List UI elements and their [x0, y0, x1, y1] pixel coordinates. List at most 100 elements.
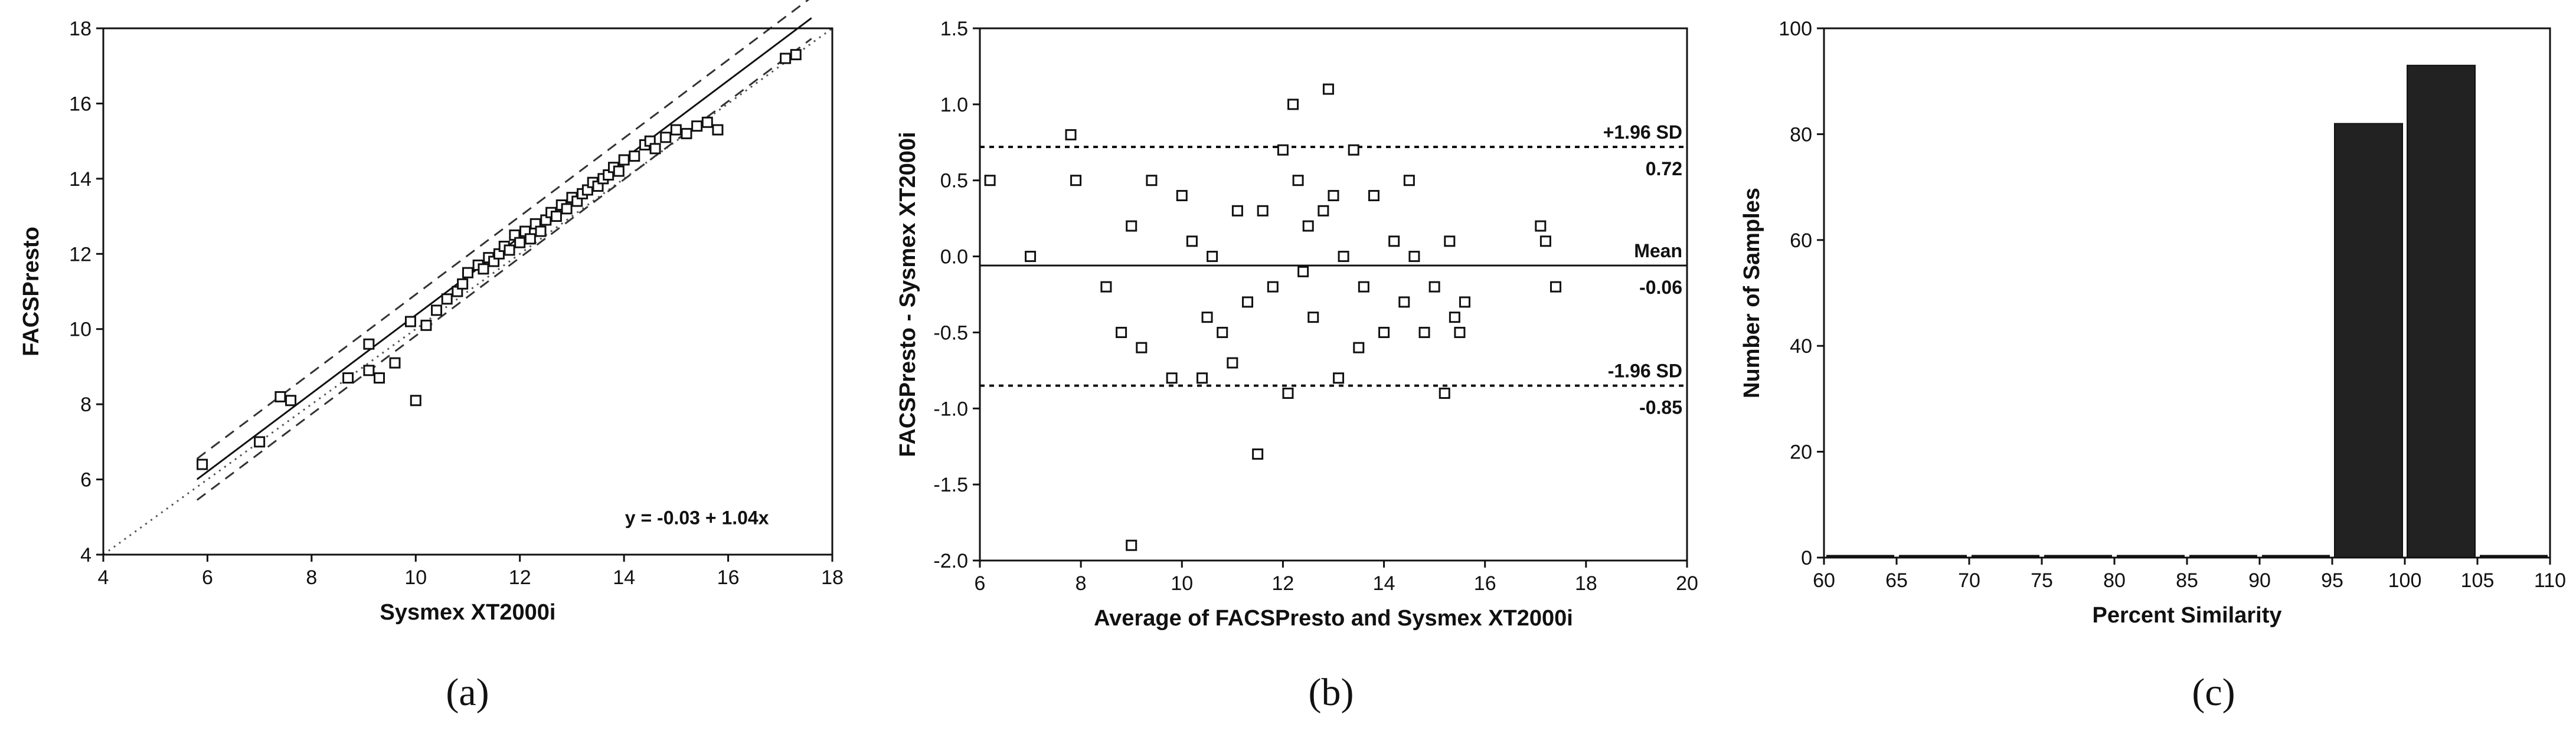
- histogram-bar: [2407, 64, 2476, 559]
- data-point: [1338, 251, 1349, 263]
- x-axis-label: Sysmex XT2000i: [380, 600, 556, 625]
- x-tick-label: 20: [1676, 572, 1698, 595]
- data-point: [1388, 235, 1400, 247]
- data-point: [790, 49, 802, 61]
- y-tick-label: -1.0: [933, 398, 968, 420]
- data-point: [1302, 220, 1314, 232]
- lower-limit-label: -1.96 SD: [1608, 361, 1682, 382]
- data-point: [254, 436, 266, 448]
- data-point: [984, 175, 996, 186]
- data-point: [1333, 372, 1345, 384]
- plot-frame: [979, 27, 1688, 562]
- data-point: [420, 319, 432, 331]
- y-tick-label: -1.5: [933, 474, 968, 496]
- data-point: [1126, 539, 1137, 551]
- data-point: [457, 278, 469, 290]
- data-point: [1322, 83, 1334, 95]
- x-tick-label: 18: [821, 566, 844, 589]
- x-tick-label: 16: [1474, 572, 1496, 595]
- histogram-bar: [2334, 123, 2403, 558]
- y-tick-label: 100: [1779, 18, 1812, 40]
- data-point: [1217, 326, 1228, 338]
- data-point: [1197, 372, 1208, 384]
- data-point: [285, 395, 297, 407]
- data-point: [1176, 189, 1188, 201]
- plot-frame: [102, 27, 833, 556]
- x-tick-label: 8: [306, 566, 317, 589]
- data-point: [1287, 99, 1299, 110]
- data-point: [363, 338, 375, 350]
- data-point: [1439, 388, 1450, 399]
- data-point: [1282, 388, 1294, 399]
- x-tick-label: 110: [2534, 569, 2566, 592]
- panel-label: (c): [2192, 671, 2235, 714]
- data-point: [1444, 235, 1456, 247]
- confidence-band-line: [196, 38, 812, 501]
- y-tick-label: 0: [1801, 547, 1812, 569]
- y-tick-label: -0.5: [933, 322, 968, 344]
- x-tick-label: 14: [613, 566, 635, 589]
- x-tick-label: 90: [2248, 569, 2271, 592]
- y-axis-label: FACSPresto - Sysmex XT2000i: [895, 132, 920, 457]
- data-point: [701, 116, 713, 128]
- y-tick-label: 1.0: [940, 94, 968, 116]
- data-point: [1100, 281, 1112, 293]
- data-point: [374, 372, 385, 384]
- y-tick-label: 12: [69, 243, 91, 266]
- data-point: [524, 233, 536, 245]
- y-tick-label: 0.0: [940, 246, 968, 268]
- y-tick-label: 1.5: [940, 18, 968, 40]
- regression-equation: y = -0.03 + 1.04x: [625, 507, 769, 528]
- y-tick-label: -2.0: [933, 550, 968, 572]
- x-tick-label: 18: [1575, 572, 1597, 595]
- data-point: [363, 365, 375, 376]
- x-tick-label: 65: [1885, 569, 1908, 592]
- y-tick-label: 20: [1790, 441, 1812, 464]
- data-point: [1116, 326, 1127, 338]
- data-point: [404, 316, 416, 327]
- x-tick-label: 10: [404, 566, 427, 589]
- y-tick-label: 6: [80, 469, 91, 491]
- x-axis-label: Average of FACSPresto and Sysmex XT2000i: [1094, 606, 1573, 631]
- data-point: [1368, 189, 1379, 201]
- data-point: [681, 127, 692, 139]
- data-point: [1550, 281, 1562, 293]
- data-point: [1418, 326, 1430, 338]
- data-point: [1201, 312, 1213, 323]
- data-point: [1257, 205, 1269, 217]
- x-tick-label: 70: [1958, 569, 1980, 592]
- data-point: [1318, 205, 1329, 217]
- data-point: [1070, 175, 1082, 186]
- data-point: [660, 132, 672, 143]
- x-tick-label: 4: [98, 566, 109, 589]
- data-point: [441, 293, 453, 305]
- x-tick-label: 80: [2103, 569, 2126, 592]
- x-tick-label: 6: [975, 572, 986, 595]
- data-point: [1166, 372, 1178, 384]
- data-point: [1353, 342, 1365, 353]
- x-tick-label: 105: [2461, 569, 2495, 592]
- y-tick-label: 16: [69, 93, 91, 115]
- data-point: [1535, 220, 1547, 232]
- data-point: [1186, 235, 1198, 247]
- data-point: [1136, 342, 1148, 353]
- data-point: [561, 203, 573, 215]
- y-tick-label: 10: [69, 319, 91, 341]
- data-point: [274, 391, 286, 402]
- data-point: [1454, 326, 1466, 338]
- x-tick-label: 12: [509, 566, 531, 589]
- data-point: [712, 124, 724, 136]
- data-point: [1403, 175, 1415, 186]
- data-point: [504, 244, 515, 256]
- data-point: [629, 150, 640, 162]
- x-tick-label: 60: [1813, 569, 1835, 592]
- data-point: [1307, 312, 1319, 323]
- data-point: [1277, 144, 1289, 156]
- y-tick-label: 8: [80, 394, 91, 416]
- y-axis-label: Number of Samples: [1740, 188, 1764, 398]
- data-point: [613, 165, 625, 177]
- y-tick-label: 60: [1790, 230, 1812, 252]
- data-point: [1267, 281, 1279, 293]
- data-point: [780, 53, 792, 64]
- y-axis-label: FACSPresto: [19, 227, 44, 356]
